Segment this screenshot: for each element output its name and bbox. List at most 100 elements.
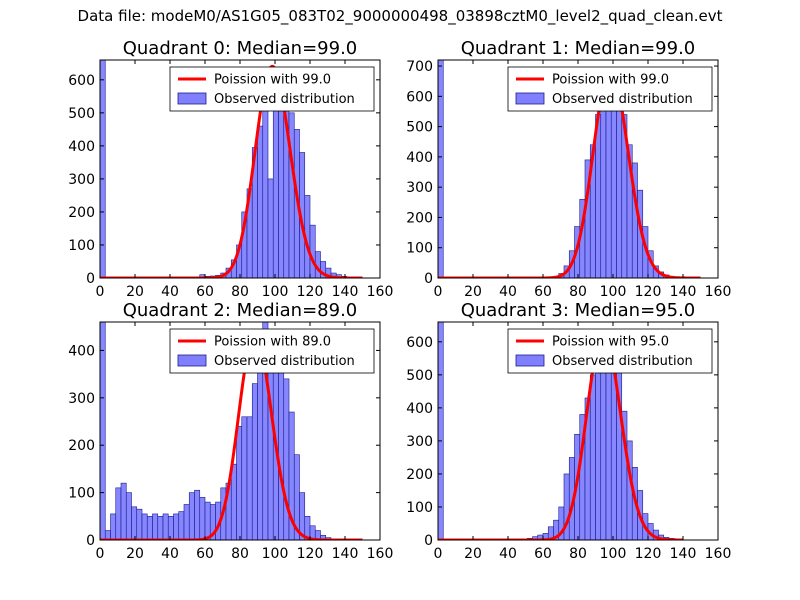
histogram-bar	[309, 224, 316, 278]
histogram-bar	[438, 322, 444, 540]
y-tick-label: 400	[406, 401, 433, 417]
y-tick-label: 300	[406, 434, 433, 450]
x-tick-label: 120	[297, 546, 324, 562]
histogram-bar	[110, 513, 117, 540]
legend: Poission with 99.0 Observed distribution	[169, 66, 375, 112]
legend-label-poisson: Poission with 89.0	[214, 335, 331, 350]
histogram-bar	[262, 105, 269, 278]
x-tick-label: 60	[534, 546, 552, 562]
x-tick-label: 80	[569, 546, 587, 562]
legend: Poission with 89.0 Observed distribution	[169, 328, 375, 374]
histogram-bar	[204, 501, 211, 540]
y-tick-label: 700	[406, 59, 433, 75]
figure-title: Data file: modeM0/AS1G05_083T02_90000004…	[77, 7, 723, 25]
histogram-bar	[199, 497, 206, 540]
x-tick-label: 60	[534, 284, 552, 300]
x-tick-label: 140	[332, 284, 359, 300]
legend-bar-swatch	[177, 354, 207, 367]
x-tick-label: 60	[196, 284, 214, 300]
chart-title: Quadrant 3: Median=95.0	[461, 300, 696, 321]
y-tick-label: 100	[68, 486, 95, 502]
y-tick-label: 400	[68, 343, 95, 359]
histogram-bar	[236, 425, 243, 540]
chart-panel-1: 0 20 40 60 80 100 120 140 160 0 100 200 300 400 500 600…	[406, 38, 731, 300]
poisson-curve	[100, 64, 364, 278]
histogram-bar	[120, 482, 127, 540]
legend-bar-swatch	[177, 92, 207, 105]
legend-label-observed: Observed distribution	[214, 92, 355, 107]
plot-area	[100, 60, 364, 278]
y-tick-label: 400	[406, 150, 433, 166]
y-tick-label: 100	[406, 241, 433, 257]
histogram-bar	[600, 354, 607, 540]
x-tick-label: 160	[367, 546, 394, 562]
histogram-bar	[616, 108, 623, 278]
histogram-bar	[194, 489, 201, 540]
y-tick-label: 0	[424, 533, 433, 549]
histogram-bar	[278, 359, 285, 540]
legend: Poission with 99.0 Observed distribution	[507, 66, 713, 112]
legend: Poission with 95.0 Observed distribution	[507, 328, 713, 374]
x-tick-label: 0	[434, 284, 443, 300]
y-tick-label: 100	[406, 500, 433, 516]
x-tick-label: 100	[262, 284, 289, 300]
x-tick-label: 120	[635, 284, 662, 300]
y-tick-label: 500	[68, 106, 95, 122]
x-tick-label: 20	[464, 546, 482, 562]
y-tick-label: 0	[424, 271, 433, 287]
x-tick-label: 40	[161, 546, 179, 562]
poisson-curve	[438, 331, 684, 540]
histogram-bar	[438, 60, 444, 278]
y-tick-label: 300	[68, 391, 95, 407]
legend-label-poisson: Poission with 99.0	[552, 73, 669, 88]
x-tick-label: 100	[600, 546, 627, 562]
chart-panel-2: 0 20 40 60 80 100 120 140 160 0 100 200 300 400 Quadra…	[68, 300, 393, 562]
histogram-bar	[257, 350, 264, 540]
chart-panel-3: 0 20 40 60 80 100 120 140 160 0 100 200 300 400 500 600…	[406, 300, 731, 562]
histogram-bar	[267, 178, 274, 278]
histogram-bar	[100, 60, 106, 278]
histogram-bar	[157, 516, 164, 540]
y-tick-label: 400	[68, 139, 95, 155]
x-tick-label: 140	[670, 546, 697, 562]
y-tick-label: 0	[86, 271, 95, 287]
y-tick-label: 100	[68, 238, 95, 254]
histogram-bar	[141, 513, 148, 540]
histogram-bar	[178, 511, 185, 540]
y-tick-label: 500	[406, 120, 433, 136]
histogram-bar	[167, 516, 174, 540]
histogram-bar	[162, 513, 169, 540]
histogram-bar	[188, 492, 195, 540]
y-tick-label: 600	[406, 89, 433, 105]
x-tick-label: 120	[635, 546, 662, 562]
histogram-bar	[146, 516, 153, 540]
x-tick-label: 140	[670, 284, 697, 300]
y-tick-label: 200	[406, 210, 433, 226]
x-tick-label: 20	[464, 284, 482, 300]
legend-label-observed: Observed distribution	[552, 92, 693, 107]
x-tick-label: 80	[569, 284, 587, 300]
y-tick-label: 300	[68, 172, 95, 188]
y-tick-label: 200	[406, 467, 433, 483]
x-tick-label: 140	[332, 546, 359, 562]
x-tick-label: 80	[231, 546, 249, 562]
y-tick-label: 300	[406, 180, 433, 196]
histogram-bar	[589, 374, 596, 540]
histogram-bar	[600, 89, 607, 278]
x-tick-label: 40	[161, 284, 179, 300]
histogram-bar	[257, 125, 264, 278]
x-tick-label: 0	[434, 546, 443, 562]
x-tick-label: 40	[499, 284, 517, 300]
chart-panel-0: 0 20 40 60 80 100 120 140 160 0 100 200 300 400 500 600…	[68, 38, 393, 300]
histogram-bar	[125, 492, 132, 540]
x-tick-label: 40	[499, 546, 517, 562]
x-tick-label: 60	[196, 546, 214, 562]
histogram-bar	[173, 513, 180, 540]
y-tick-label: 500	[406, 368, 433, 384]
histogram-bar	[152, 513, 159, 540]
y-tick-label: 600	[406, 335, 433, 351]
x-tick-label: 80	[231, 284, 249, 300]
histogram-bar	[131, 506, 138, 540]
chart-title: Quadrant 1: Median=99.0	[461, 38, 696, 59]
